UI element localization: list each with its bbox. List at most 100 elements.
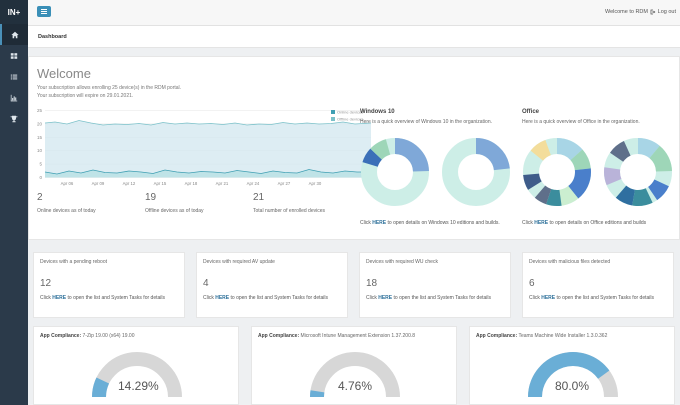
windows-builds-donut — [442, 138, 510, 206]
x-tick-label: Apr 12 — [123, 181, 136, 186]
menu-toggle-button[interactable] — [37, 6, 51, 17]
home-icon — [11, 31, 19, 38]
legend-online: Online devices — [337, 110, 363, 115]
x-tick-label: Apr 15 — [154, 181, 167, 186]
logout-label: Log out — [657, 9, 676, 15]
sidebar-item-grid[interactable] — [0, 45, 28, 66]
chart-legend: Online devices Offline devices — [331, 110, 363, 122]
tile-details-link[interactable]: HERE — [52, 295, 67, 301]
y-axis-ticks: 25 20 15 10 5 0 — [37, 108, 43, 180]
windows-editions-donut — [361, 138, 429, 206]
compliance-gauge — [92, 352, 182, 398]
gauge-fill — [528, 352, 610, 398]
list-icon — [10, 74, 18, 79]
x-tick-label: Apr 06 — [61, 181, 74, 186]
app-compliance-card: App Compliance: Teams Machine Wide Insta… — [469, 326, 675, 405]
y-tick-label: 10 — [37, 148, 43, 153]
subscription-expiry-text: Your subscription will expire on 29.01.2… — [37, 93, 134, 99]
tile-link-text: Click HERE to open the list and System T… — [203, 295, 328, 301]
offline-devices-count: 19 — [145, 192, 157, 203]
logout-link[interactable]: Log out — [650, 9, 676, 15]
tile-value: 12 — [40, 278, 52, 289]
tile-title: Devices with required AV update — [203, 259, 275, 265]
x-tick-label: Apr 30 — [309, 181, 322, 186]
wu-check-tile: Devices with required WU check 18 Click … — [359, 252, 511, 318]
tile-link-text: Click HERE to open the list and System T… — [529, 295, 654, 301]
office-editions-donut — [523, 138, 591, 206]
compliance-title: App Compliance: 7-Zip 19.00 (x64) 19.00 — [40, 333, 135, 339]
welcome-panel: Welcome Your subscription allows enrolli… — [28, 56, 680, 240]
office-details-text: Click HERE to open details on Office edi… — [522, 220, 647, 226]
windows-details-link[interactable]: HERE — [372, 220, 387, 226]
offline-devices-line — [44, 120, 372, 126]
windows-subtitle: Here is a quick overview of Windows 10 i… — [360, 119, 493, 125]
gauge-fill — [92, 377, 110, 398]
tile-details-link[interactable]: HERE — [541, 295, 556, 301]
av-update-tile: Devices with required AV update 4 Click … — [196, 252, 348, 318]
y-tick-label: 15 — [37, 135, 43, 140]
sign-out-icon — [650, 9, 656, 15]
x-axis-ticks: Apr 06 Apr 09 Apr 12 Apr 15 Apr 18 Apr 2… — [61, 181, 322, 186]
breadcrumb: Dashboard — [28, 26, 680, 48]
grid-icon — [10, 52, 18, 59]
welcome-title: Welcome — [37, 66, 91, 81]
tile-value: 18 — [366, 278, 378, 289]
welcome-message: Welcome to RDM — [605, 9, 648, 15]
compliance-gauge — [528, 352, 618, 398]
sidebar: IN+ — [0, 0, 28, 405]
y-tick-label: 5 — [39, 162, 42, 167]
x-tick-label: Apr 21 — [216, 181, 229, 186]
x-tick-label: Apr 24 — [247, 181, 260, 186]
compliance-percent: 14.29% — [118, 379, 159, 393]
windows-title: Windows 10 — [360, 109, 395, 115]
compliance-percent: 80.0% — [555, 379, 590, 393]
app-compliance-card: App Compliance: 7-Zip 19.00 (x64) 19.00 … — [33, 326, 239, 405]
page-title: Dashboard — [38, 34, 67, 40]
tile-details-link[interactable]: HERE — [378, 295, 393, 301]
online-devices-count: 2 — [37, 192, 43, 203]
device-trend-chart: 25 20 15 10 5 0 Apr 06 Apr 09 Apr 12 Apr… — [37, 108, 372, 186]
legend-offline: Offline devices — [337, 117, 363, 122]
compliance-gauge — [309, 352, 400, 398]
brand-logo[interactable]: IN+ — [0, 0, 28, 24]
x-tick-label: Apr 27 — [278, 181, 291, 186]
y-tick-label: 0 — [39, 175, 42, 180]
subscription-limit-text: Your subscription allows enrolling 25 de… — [37, 85, 182, 91]
tile-details-link[interactable]: HERE — [215, 295, 230, 301]
office-builds-donut — [604, 138, 672, 206]
app-compliance-card: App Compliance: Microsoft Intune Managem… — [251, 326, 457, 405]
malicious-files-tile: Devices with malicious files detected 6 … — [522, 252, 674, 318]
y-tick-label: 25 — [37, 108, 43, 113]
tile-link-text: Click HERE to open the list and System T… — [40, 295, 165, 301]
hamburger-icon — [41, 11, 47, 12]
x-tick-label: Apr 09 — [92, 181, 105, 186]
x-tick-label: Apr 18 — [185, 181, 198, 186]
tile-link-text: Click HERE to open the list and System T… — [366, 295, 491, 301]
office-details-link[interactable]: HERE — [534, 220, 549, 226]
offline-devices-label: Offline devices as of today — [145, 208, 204, 214]
bar-chart-icon — [10, 94, 18, 101]
office-subtitle: Here is a quick overview of Office in th… — [522, 119, 640, 125]
tile-value: 6 — [529, 278, 535, 289]
pending-reboot-tile: Devices with a pending reboot 12 Click H… — [33, 252, 185, 318]
office-title: Office — [522, 109, 540, 115]
online-devices-line — [44, 169, 371, 175]
offline-devices-area — [45, 120, 371, 178]
sidebar-item-awards[interactable] — [0, 108, 28, 129]
total-devices-label: Total number of enrolled devices — [253, 208, 325, 214]
top-navbar: Welcome to RDM Log out — [28, 0, 680, 26]
tile-value: 4 — [203, 278, 209, 289]
compliance-percent: 4.76% — [338, 379, 373, 393]
tile-title: Devices with a pending reboot — [40, 259, 107, 265]
sidebar-item-home[interactable] — [0, 24, 28, 45]
y-tick-label: 20 — [37, 121, 43, 126]
windows-details-text: Click HERE to open details on Windows 10… — [360, 220, 500, 226]
tile-title: Devices with malicious files detected — [529, 259, 611, 265]
online-devices-label: Online devices as of today — [37, 208, 96, 214]
sidebar-item-list[interactable] — [0, 66, 28, 87]
sidebar-item-reports[interactable] — [0, 87, 28, 108]
compliance-title: App Compliance: Teams Machine Wide Insta… — [476, 333, 608, 339]
compliance-title: App Compliance: Microsoft Intune Managem… — [258, 333, 416, 339]
total-devices-count: 21 — [253, 192, 265, 203]
trophy-icon — [10, 115, 18, 122]
